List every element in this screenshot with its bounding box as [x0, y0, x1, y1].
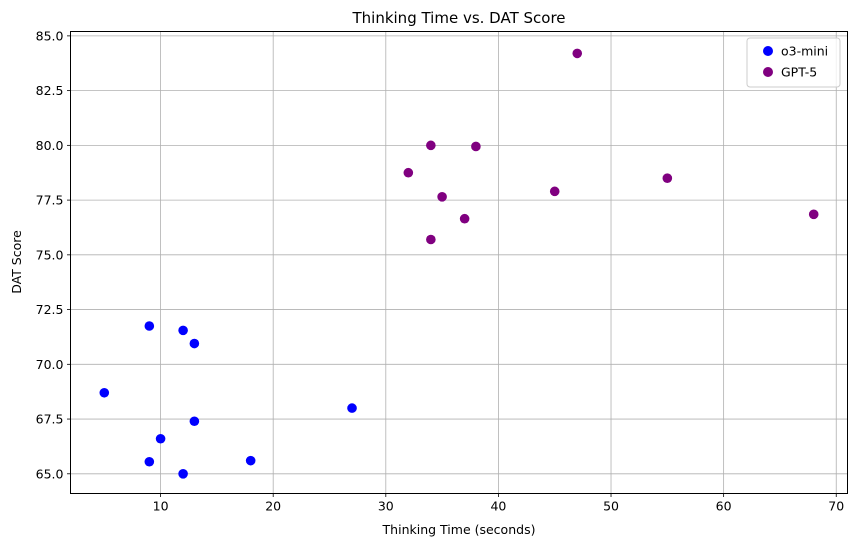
data-point-gpt-5 — [426, 140, 436, 151]
y-tick-label: 67.5 — [36, 412, 64, 427]
y-tick-label: 80.0 — [36, 138, 64, 153]
legend-marker-o3-mini — [763, 46, 773, 56]
x-tick-label: 30 — [378, 499, 394, 514]
legend: o3-mini GPT-5 — [746, 37, 841, 88]
data-point-gpt-5 — [572, 48, 583, 59]
data-point-gpt-5 — [459, 213, 470, 224]
x-axis-title: Thinking Time (seconds) — [382, 522, 536, 537]
data-point-o3-mini — [178, 325, 188, 336]
y-tick-label: 82.5 — [36, 83, 64, 98]
data-point-gpt-5 — [662, 173, 673, 184]
plot-frame — [70, 31, 848, 494]
y-tick-label: 72.5 — [36, 302, 64, 317]
data-point-gpt-5 — [471, 141, 481, 152]
axis-ticks: 10 20 30 40 50 60 70 65.0 67.5 70.0 72.5 75.0 77.5 80… — [36, 28, 845, 513]
x-tick-label: 70 — [828, 499, 844, 514]
data-point-gpt-5 — [426, 234, 436, 245]
x-tick-label: 40 — [490, 499, 506, 514]
x-tick-label: 50 — [603, 499, 619, 514]
legend-marker-gpt-5 — [763, 67, 773, 77]
x-tick-label: 60 — [716, 499, 732, 514]
y-tick-label: 65.0 — [36, 466, 64, 481]
data-point-o3-mini — [189, 338, 200, 349]
y-axis-title: DAT Score — [9, 230, 24, 294]
data-point-o3-mini — [144, 321, 155, 331]
legend-label-o3-mini: o3-mini — [781, 44, 828, 59]
data-point-gpt-5 — [437, 192, 447, 202]
x-tick-label: 20 — [265, 499, 281, 514]
data-point-o3-mini — [189, 416, 200, 427]
y-tick-label: 70.0 — [36, 357, 64, 372]
data-point-o3-mini — [347, 403, 357, 413]
y-tick-label: 75.0 — [36, 247, 64, 262]
data-point-o3-mini — [178, 468, 188, 479]
data-point-o3-mini — [144, 456, 155, 467]
chart-title: Thinking Time vs. DAT Score — [351, 9, 565, 27]
x-tick-label: 10 — [153, 499, 169, 514]
data-point-o3-mini — [155, 433, 166, 444]
data-point-o3-mini — [245, 455, 256, 466]
data-point-gpt-5 — [808, 209, 819, 220]
data-point-gpt-5 — [549, 186, 560, 197]
legend-label-gpt-5: GPT-5 — [781, 65, 817, 80]
data-points — [99, 48, 819, 479]
y-tick-label: 77.5 — [36, 193, 64, 208]
data-point-o3-mini — [99, 387, 110, 398]
data-point-gpt-5 — [403, 167, 414, 178]
y-tick-label: 85.0 — [36, 28, 64, 43]
grid — [70, 31, 848, 494]
